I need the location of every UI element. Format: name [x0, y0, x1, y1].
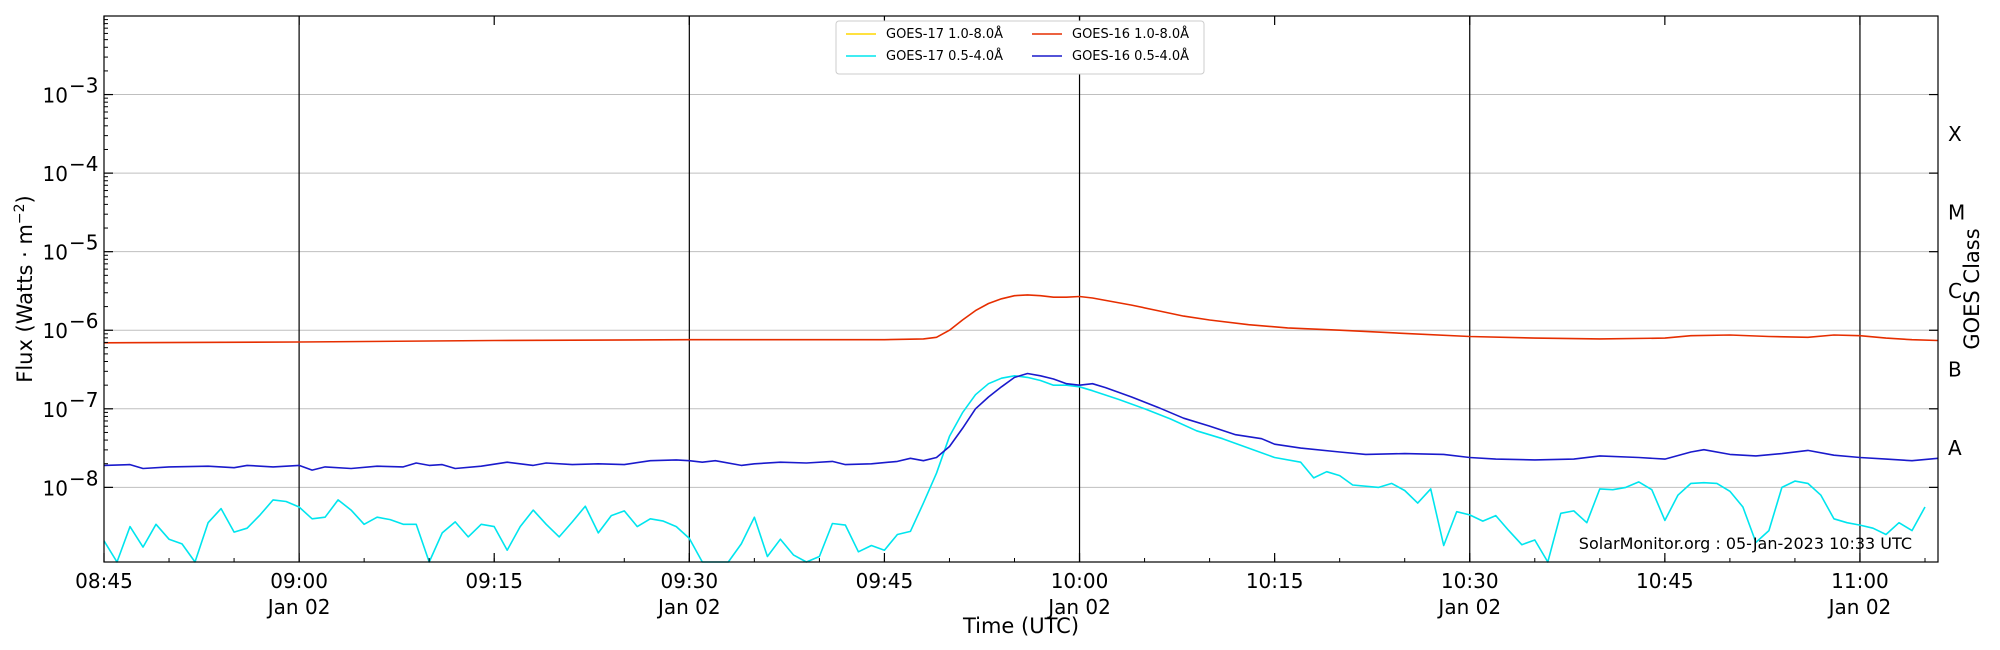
right-axis-title: GOES Class [1960, 228, 1984, 349]
y-axis-title: Flux (Watts · m−2) [12, 195, 37, 383]
y-tick-label: 10 [43, 84, 68, 108]
credit-text: SolarMonitor.org : 05-Jan-2023 10:33 UTC [1579, 534, 1912, 553]
goes-class-M: M [1948, 200, 1965, 224]
x-tick-label: 09:45 [856, 569, 914, 593]
y-tick-label: 10 [43, 162, 68, 186]
x-tick-label: 09:30 [660, 569, 718, 593]
x-tick-label: 08:45 [75, 569, 133, 593]
x-tick-date: Jan 02 [1046, 595, 1111, 619]
x-tick-date: Jan 02 [656, 595, 721, 619]
x-tick-label: 11:00 [1831, 569, 1889, 593]
vertical-day-lines [298, 16, 1861, 562]
data-series [103, 294, 1939, 563]
x-tick-label: 09:15 [465, 569, 523, 593]
series-line-goes-17-0-5-4-0- [103, 375, 1926, 563]
y-axis-title-close: ) [13, 195, 37, 203]
x-tick-label: 10:00 [1051, 569, 1109, 593]
y-tick-exponent: −6 [69, 309, 98, 333]
series-line-goes-16-1-0-8-0- [103, 294, 1939, 344]
goes-class-X: X [1948, 122, 1962, 146]
y-tick-label: 10 [43, 241, 68, 265]
y-tick-exponent: −5 [69, 231, 98, 255]
legend: GOES-17 1.0-8.0Å GOES-17 0.5-4.0Å GOES-16 … [835, 20, 1205, 75]
y-axis-ticks: 10−810−710−610−510−410−3 [43, 19, 1938, 500]
goes-class-C: C [1948, 279, 1962, 303]
x-tick-date: Jan 02 [266, 595, 331, 619]
plot-frame [103, 15, 1939, 563]
goes-class-labels: A B C M X [1948, 122, 1965, 460]
x-tick-date: Jan 02 [1827, 595, 1892, 619]
legend-label: GOES-16 1.0-8.0Å [1072, 26, 1189, 42]
legend-box [835, 20, 1205, 75]
goes-class-A: A [1948, 436, 1962, 460]
legend-label: GOES-17 1.0-8.0Å [886, 26, 1003, 42]
y-tick-exponent: −7 [69, 388, 98, 412]
goes-class-B: B [1948, 358, 1962, 382]
y-axis-title-main: Flux (Watts · m [13, 224, 37, 383]
y-tick-label: 10 [43, 398, 68, 422]
x-tick-label: 10:45 [1636, 569, 1694, 593]
legend-label: GOES-16 0.5-4.0Å [1072, 48, 1189, 64]
x-axis-title: Time (UTC) [962, 614, 1079, 638]
y-tick-exponent: −4 [69, 152, 98, 176]
series-line-goes-16-0-5-4-0- [103, 372, 1939, 471]
x-tick-label: 09:00 [270, 569, 328, 593]
legend-label: GOES-17 0.5-4.0Å [886, 48, 1003, 64]
gridlines [104, 94, 1938, 488]
y-tick-exponent: −8 [69, 466, 98, 490]
y-tick-exponent: −3 [69, 74, 98, 98]
y-axis-title-exponent: −2 [12, 203, 28, 224]
x-tick-date: Jan 02 [1436, 595, 1501, 619]
x-tick-label: 10:30 [1441, 569, 1499, 593]
x-tick-label: 10:15 [1246, 569, 1304, 593]
y-tick-label: 10 [43, 476, 68, 500]
y-tick-label: 10 [43, 319, 68, 343]
